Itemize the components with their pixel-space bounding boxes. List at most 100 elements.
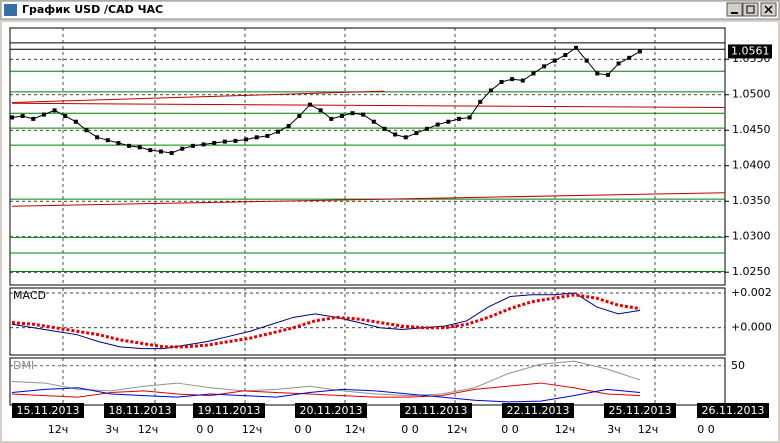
indicator-line xyxy=(11,360,641,397)
indicator-line xyxy=(11,387,641,403)
last-price-label: 1.0561 xyxy=(731,44,770,57)
price-candle xyxy=(297,114,302,119)
date-label: 18.11.2013 xyxy=(109,404,172,417)
price-candle xyxy=(371,119,376,124)
close-icon xyxy=(764,5,773,14)
price-panel xyxy=(9,27,726,286)
trend-line xyxy=(11,192,726,207)
price-candle xyxy=(41,112,46,117)
date-box xyxy=(604,403,676,418)
hour-label: 3ч xyxy=(607,423,621,436)
date-box xyxy=(502,403,574,418)
y-tick-label: +0.000 xyxy=(731,321,772,334)
last-price-box xyxy=(728,44,772,59)
price-candle xyxy=(350,111,355,116)
window-title: График USD /CAD ЧАС xyxy=(22,3,163,16)
date-label: 21.11.2013 xyxy=(405,404,468,417)
app-icon xyxy=(4,4,17,16)
date-box xyxy=(12,403,84,418)
price-candle xyxy=(393,132,398,137)
y-tick-label: 1.0250 xyxy=(732,265,771,278)
price-candle xyxy=(201,142,206,147)
date-label: 20.11.2013 xyxy=(300,404,363,417)
price-candle xyxy=(478,99,483,104)
price-candle xyxy=(499,79,504,84)
price-candle xyxy=(73,119,78,124)
maximize-button[interactable] xyxy=(742,2,759,17)
price-candle xyxy=(339,114,344,119)
price-candle xyxy=(84,128,89,133)
price-candle xyxy=(456,116,461,121)
hour-label: 12ч xyxy=(48,423,69,436)
price-candle xyxy=(488,88,493,93)
date-box xyxy=(104,403,176,418)
title-bar xyxy=(0,0,780,20)
y-tick-label: 1.0300 xyxy=(732,230,771,243)
hour-label: 0 0 xyxy=(401,423,419,436)
price-candle xyxy=(616,61,621,66)
y-tick-label: 1.0400 xyxy=(732,159,771,172)
price-candle xyxy=(244,137,249,142)
hour-label: 12ч xyxy=(638,423,659,436)
price-candle xyxy=(425,126,430,131)
price-candle xyxy=(265,133,270,138)
hour-label: 3ч xyxy=(105,423,119,436)
date-box xyxy=(193,403,265,418)
price-candle xyxy=(318,108,323,113)
price-candle xyxy=(276,129,281,134)
price-candle xyxy=(148,148,153,153)
hour-label: 12ч xyxy=(242,423,263,436)
date-label: 25.11.2013 xyxy=(609,404,672,417)
window-buttons xyxy=(726,2,777,17)
date-label: 19.11.2013 xyxy=(198,404,261,417)
price-candle xyxy=(574,45,579,50)
date-label: 26.11.2013 xyxy=(702,404,765,417)
price-candle xyxy=(403,135,408,140)
price-candle xyxy=(414,131,419,136)
dmi-panel xyxy=(9,357,726,406)
price-candle xyxy=(105,138,110,143)
y-tick-label: 1.0450 xyxy=(732,123,771,136)
panel-title: MACD xyxy=(13,289,46,302)
price-candle xyxy=(158,149,163,154)
hour-label: 0 0 xyxy=(501,423,519,436)
price-candle xyxy=(10,115,14,120)
price-candle xyxy=(531,71,536,76)
price-candle xyxy=(605,72,610,77)
price-candle xyxy=(222,139,227,144)
minimize-button[interactable] xyxy=(726,2,743,17)
price-candle xyxy=(190,143,195,148)
date-label: 15.11.2013 xyxy=(17,404,80,417)
price-candle xyxy=(63,114,68,119)
hour-label: 0 0 xyxy=(294,423,312,436)
price-candle xyxy=(95,135,100,140)
price-candle xyxy=(116,141,121,146)
hour-label: 12ч xyxy=(555,423,576,436)
maximize-icon xyxy=(746,5,755,14)
price-candle xyxy=(212,141,217,146)
date-box xyxy=(697,403,769,418)
price-candle xyxy=(542,64,547,69)
y-tick-label: 50 xyxy=(731,359,745,372)
y-tick-label: 1.0500 xyxy=(732,88,771,101)
hour-label: 12ч xyxy=(447,423,468,436)
y-tick-label: 1.0350 xyxy=(732,194,771,207)
price-candle xyxy=(563,52,568,57)
price-candle xyxy=(510,77,515,82)
hour-label: 12ч xyxy=(345,423,366,436)
price-candle xyxy=(435,122,440,127)
price-candle xyxy=(169,150,174,155)
price-candle xyxy=(361,112,366,117)
trend-line xyxy=(11,102,726,109)
price-candle xyxy=(307,102,312,107)
price-candle xyxy=(552,58,557,63)
price-candle xyxy=(467,115,472,120)
price-candle xyxy=(446,119,451,124)
price-candle xyxy=(627,55,632,60)
price-candle xyxy=(127,143,132,148)
y-tick-label: +0.002 xyxy=(731,286,772,299)
panel-title: DMI xyxy=(13,359,34,372)
date-label: 22.11.2013 xyxy=(507,404,570,417)
trend-line xyxy=(11,90,385,104)
